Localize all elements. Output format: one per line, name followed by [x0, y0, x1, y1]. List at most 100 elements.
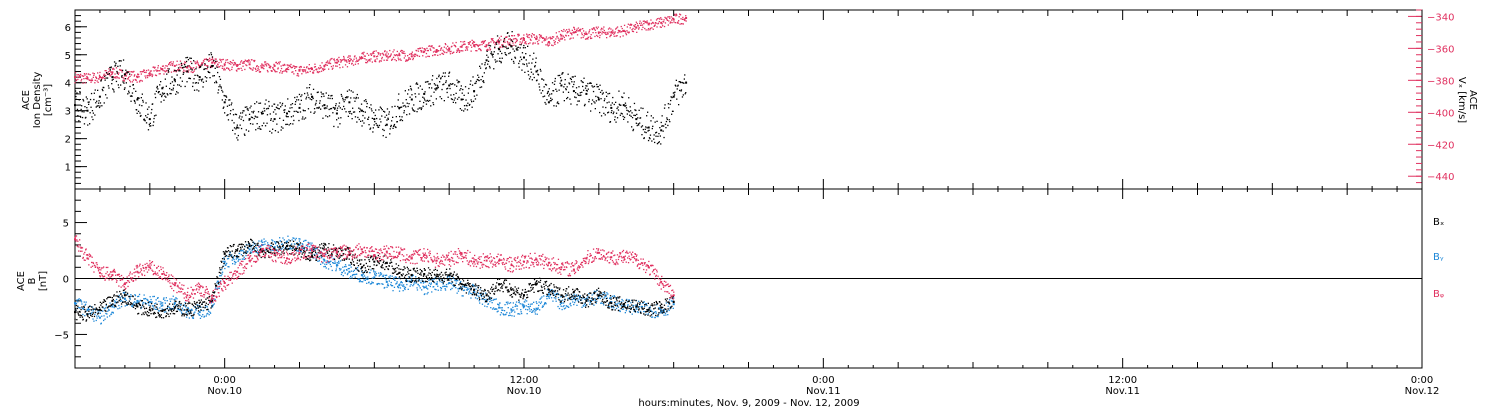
velocity-series-sample — [81, 80, 82, 81]
velocity-series-sample — [327, 65, 328, 66]
bx-series-sample — [132, 303, 133, 304]
velocity-series-sample — [97, 80, 98, 81]
bx-series-sample — [168, 310, 169, 311]
bx-series-sample — [150, 310, 151, 311]
velocity-series-sample — [659, 21, 660, 22]
by-series-sample — [519, 313, 520, 314]
density-series-sample — [304, 93, 305, 94]
density-series-sample — [423, 102, 424, 103]
density-series-sample — [129, 74, 130, 75]
density-series-sample — [416, 111, 417, 112]
density-series-sample — [488, 57, 489, 58]
density-series-sample — [115, 63, 116, 64]
density-series-sample — [373, 127, 374, 128]
bx-series-sample — [229, 251, 230, 252]
density-series-sample — [175, 81, 176, 82]
density-series-sample — [446, 80, 447, 81]
bx-series-sample — [170, 313, 171, 314]
density-series-point-10 — [199, 76, 201, 78]
bx-series-sample — [138, 313, 139, 314]
bx-series-sample — [238, 246, 239, 247]
density-series-sample — [204, 68, 205, 69]
density-series-sample — [343, 99, 344, 100]
by-series-point-34 — [498, 307, 500, 309]
density-series-sample — [639, 123, 640, 124]
density-series-sample — [309, 87, 310, 88]
by-series-sample — [607, 293, 608, 294]
density-series-sample — [219, 84, 220, 85]
density-series-sample — [429, 87, 430, 88]
bx-series-sample — [394, 269, 395, 270]
velocity-series-sample — [118, 74, 119, 75]
density-series-sample — [283, 120, 284, 121]
bx-series-sample — [253, 248, 254, 249]
bx-series-sample — [209, 296, 210, 297]
bx-series-sample — [95, 312, 96, 313]
by-series-sample — [574, 297, 575, 298]
density-series-sample — [281, 126, 282, 127]
density-series-sample — [612, 102, 613, 103]
density-series-sample — [623, 119, 624, 120]
density-series-sample — [91, 93, 92, 94]
bx-series-sample — [187, 309, 188, 310]
density-series-sample — [133, 84, 134, 85]
velocity-series-sample — [489, 47, 490, 48]
bx-series-sample — [369, 261, 370, 262]
by-series-sample — [180, 304, 181, 305]
velocity-series-sample — [421, 50, 422, 51]
density-series-sample — [215, 61, 216, 62]
by-series-sample — [507, 303, 508, 304]
velocity-series-sample — [636, 22, 637, 23]
by-series-sample — [638, 301, 639, 302]
density-series-sample — [89, 123, 90, 124]
density-series-sample — [253, 111, 254, 112]
density-series-sample — [213, 60, 214, 61]
velocity-series-sample — [242, 66, 243, 67]
density-series-sample — [76, 92, 77, 93]
velocity-series-point-33 — [486, 44, 488, 46]
velocity-series-sample — [524, 40, 525, 41]
velocity-series-sample — [580, 29, 581, 30]
by-series-sample — [468, 293, 469, 294]
density-series-sample — [115, 65, 116, 66]
by-series-sample — [592, 294, 593, 295]
velocity-series-sample — [607, 32, 608, 33]
density-series-sample — [544, 96, 545, 97]
by-series-sample — [404, 286, 405, 287]
density-series-sample — [585, 88, 586, 89]
by-series-sample — [160, 301, 161, 302]
bx-series-sample — [425, 281, 426, 282]
by-series-sample — [218, 281, 219, 282]
density-series-sample — [218, 86, 219, 87]
velocity-series-sample — [314, 64, 315, 65]
bx-series-sample — [410, 270, 411, 271]
velocity-series-sample — [315, 66, 316, 67]
velocity-series-sample — [392, 59, 393, 60]
velocity-series-sample — [595, 30, 596, 31]
density-series-sample — [74, 120, 75, 121]
velocity-series-sample — [352, 60, 353, 61]
density-series-sample — [148, 129, 149, 130]
by-series-sample — [427, 293, 428, 294]
density-series-point-21 — [336, 113, 338, 115]
density-series-point-48 — [673, 96, 675, 98]
density-series-sample — [176, 91, 177, 92]
bx-series-sample — [287, 245, 288, 246]
density-series-sample — [335, 105, 336, 106]
by-series-sample — [257, 250, 258, 251]
bx-series-sample — [197, 305, 198, 306]
bx-series-sample — [109, 306, 110, 307]
density-series-sample — [588, 101, 589, 102]
velocity-series-sample — [400, 60, 401, 61]
density-series-sample — [616, 108, 617, 109]
velocity-series-sample — [563, 36, 564, 37]
by-series-sample — [148, 305, 149, 306]
by-series-sample — [392, 285, 393, 286]
velocity-series-sample — [362, 58, 363, 59]
by-series-sample — [362, 281, 363, 282]
velocity-series-sample — [370, 53, 371, 54]
velocity-series-sample — [494, 41, 495, 42]
by-series-sample — [383, 276, 384, 277]
velocity-series-sample — [571, 34, 572, 35]
density-series-sample — [100, 102, 101, 103]
